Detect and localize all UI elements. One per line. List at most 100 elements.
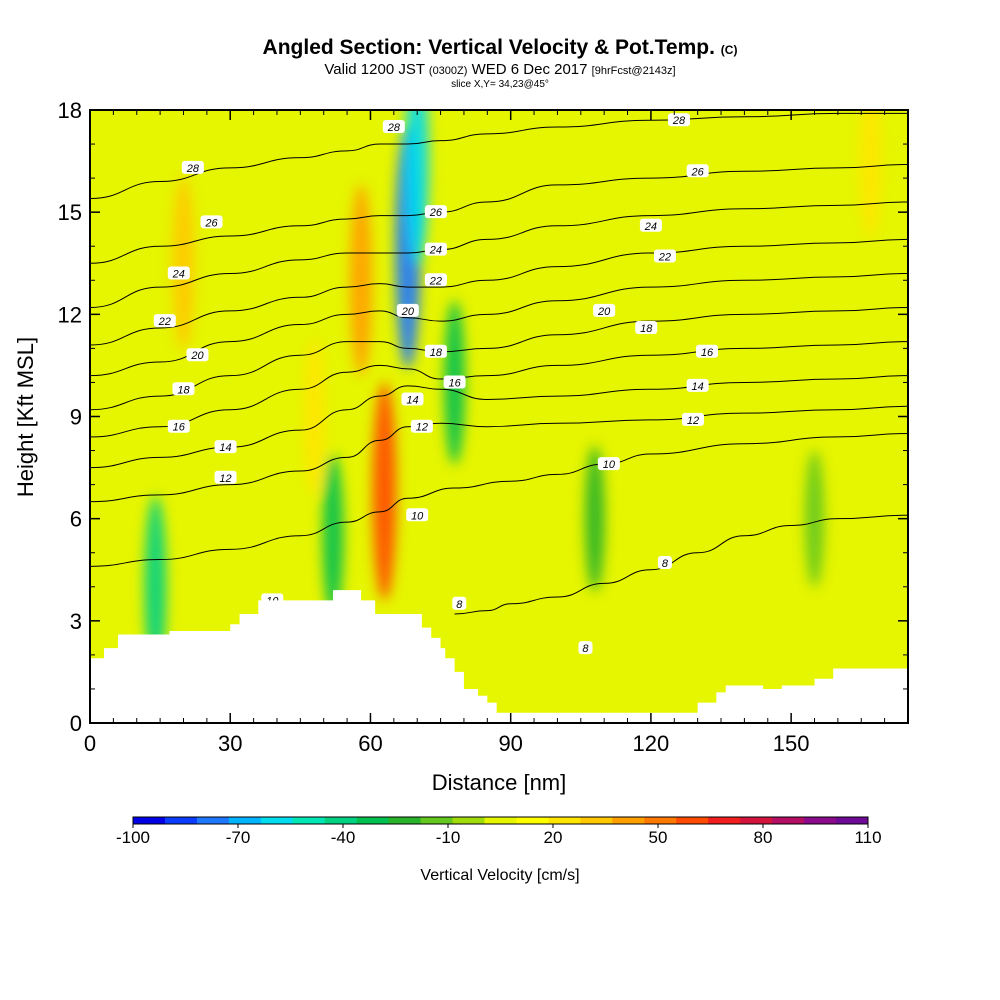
contour-label-7: 14 (214, 440, 237, 454)
colorbar-label: Vertical Velocity [cm/s] (420, 867, 579, 884)
colorbar-swatch-21 (804, 817, 837, 824)
y-tick-label: 9 (70, 405, 82, 430)
contour-label-text: 18 (177, 384, 190, 396)
contour-label-text: 26 (691, 166, 705, 178)
chart-title-text: Angled Section: Vertical Velocity & Pot.… (262, 36, 715, 59)
contour-label-text: 8 (662, 558, 669, 570)
contour-label-box (167, 419, 190, 433)
contour-label-11: 26 (424, 205, 447, 219)
terrain (90, 590, 908, 723)
chart-subtitle: Valid 1200 JST (0300Z) WED 6 Dec 2017 [9… (0, 62, 1000, 79)
colorbar-swatch-15 (612, 817, 645, 824)
x-tick-label: 150 (773, 731, 810, 756)
contour-label-21: 28 (667, 113, 690, 127)
contour-label-18: 12 (410, 419, 433, 434)
contour-label-30: 10 (597, 457, 620, 471)
contour-label-box (406, 508, 429, 522)
contour-label-box (443, 375, 466, 389)
contour-line-12 (90, 405, 908, 503)
colorbar-swatch-9 (420, 817, 454, 824)
contour-label-16: 16 (443, 375, 466, 389)
contour-label-box (424, 205, 447, 219)
chart-title-mark: (C) (720, 43, 738, 57)
contour-label-12: 24 (424, 242, 447, 257)
contour-line-8 (454, 514, 908, 615)
contour-label-26: 18 (635, 320, 658, 335)
contour-label-box (639, 218, 662, 232)
contour-line-20 (90, 272, 908, 377)
field-background (90, 110, 908, 723)
x-tick-label: 90 (498, 731, 522, 756)
velocity-feature-11 (860, 110, 881, 239)
contour-label-box (424, 344, 447, 358)
colorbar: -100 -70 -40 -10 20 50 80 110 (116, 816, 882, 847)
contour-label-box (200, 215, 223, 229)
contour-label-box (593, 303, 616, 317)
contour-label-text: 8 (582, 643, 589, 655)
contour-label-text: 14 (219, 442, 231, 454)
colorbar-swatch-11 (484, 817, 517, 824)
contour-label-text: 14 (692, 381, 704, 393)
contour-label-text: 22 (158, 316, 171, 328)
colorbar-tick-label: -10 (436, 828, 461, 847)
contour-label-box (172, 382, 195, 396)
contour-label-32: 8 (578, 641, 593, 655)
contour-label-text: 24 (429, 245, 442, 257)
contour-label-8: 12 (214, 470, 237, 485)
contour-label-31: 8 (657, 555, 672, 570)
colorbar-tick-label: 50 (649, 828, 668, 847)
utc-label: (0300Z) (428, 65, 468, 77)
velocity-feature-7 (405, 110, 429, 266)
velocity-feature-1 (172, 176, 195, 350)
velocity-feature-5 (372, 382, 397, 601)
contour-label-box (410, 419, 433, 433)
contour-label-text: 12 (687, 415, 699, 427)
contour-label-text: 18 (430, 347, 443, 359)
contour-label-29: 12 (681, 412, 704, 427)
colorbar-frame (132, 816, 869, 825)
x-axis-label: Distance [nm] (432, 770, 567, 795)
contour-label-5: 18 (172, 382, 195, 396)
contour-label-box (667, 113, 690, 127)
contour-label-25: 20 (593, 303, 616, 318)
contour-label-0: 28 (181, 160, 204, 175)
contour-line-16 (90, 341, 908, 438)
x-tick-label: 30 (218, 731, 242, 756)
contour-label-text: 22 (429, 275, 442, 287)
colorbar-swatch-22 (836, 817, 869, 824)
contour-label-text: 12 (219, 473, 231, 485)
contour-label-box (214, 440, 237, 454)
contour-label-text: 28 (387, 122, 401, 134)
colorbar-swatch-14 (580, 817, 613, 824)
contour-label-text: 28 (186, 163, 200, 175)
y-tick-label: 18 (58, 98, 82, 123)
y-tick-label: 3 (70, 609, 82, 634)
colorbar-swatch-13 (548, 817, 581, 824)
x-tick-label: 120 (633, 731, 670, 756)
y-axis-label: Height [Kft MSL] (13, 337, 38, 497)
contour-label-23: 24 (639, 218, 662, 233)
contour-label-box (696, 344, 719, 358)
colorbar-tick-label: -70 (226, 828, 251, 847)
contour-label-box (396, 303, 419, 317)
y-tick-label: 0 (70, 711, 82, 736)
contour-label-box (452, 596, 467, 610)
colorbar-swatch-16 (644, 817, 677, 824)
contour-label-text: 16 (448, 377, 461, 389)
contour-label-text: 24 (644, 221, 657, 233)
contour-label-2: 24 (167, 266, 190, 280)
contour-line-28 (90, 112, 908, 200)
contour-label-3: 22 (153, 314, 176, 328)
contour-label-box (681, 412, 704, 426)
contour-label-box (686, 378, 709, 392)
colorbar-swatch-17 (676, 817, 709, 824)
date-label: WED 6 Dec 2017 (471, 61, 588, 78)
velocity-feature-10 (804, 450, 825, 588)
colorbar-swatch-19 (740, 817, 773, 824)
colorbar-tick-label: 80 (754, 828, 773, 847)
contour-label-20: 8 (452, 596, 467, 611)
velocity-field (90, 110, 908, 723)
contour-label-13: 22 (424, 273, 447, 287)
contour-label-box (657, 555, 672, 569)
